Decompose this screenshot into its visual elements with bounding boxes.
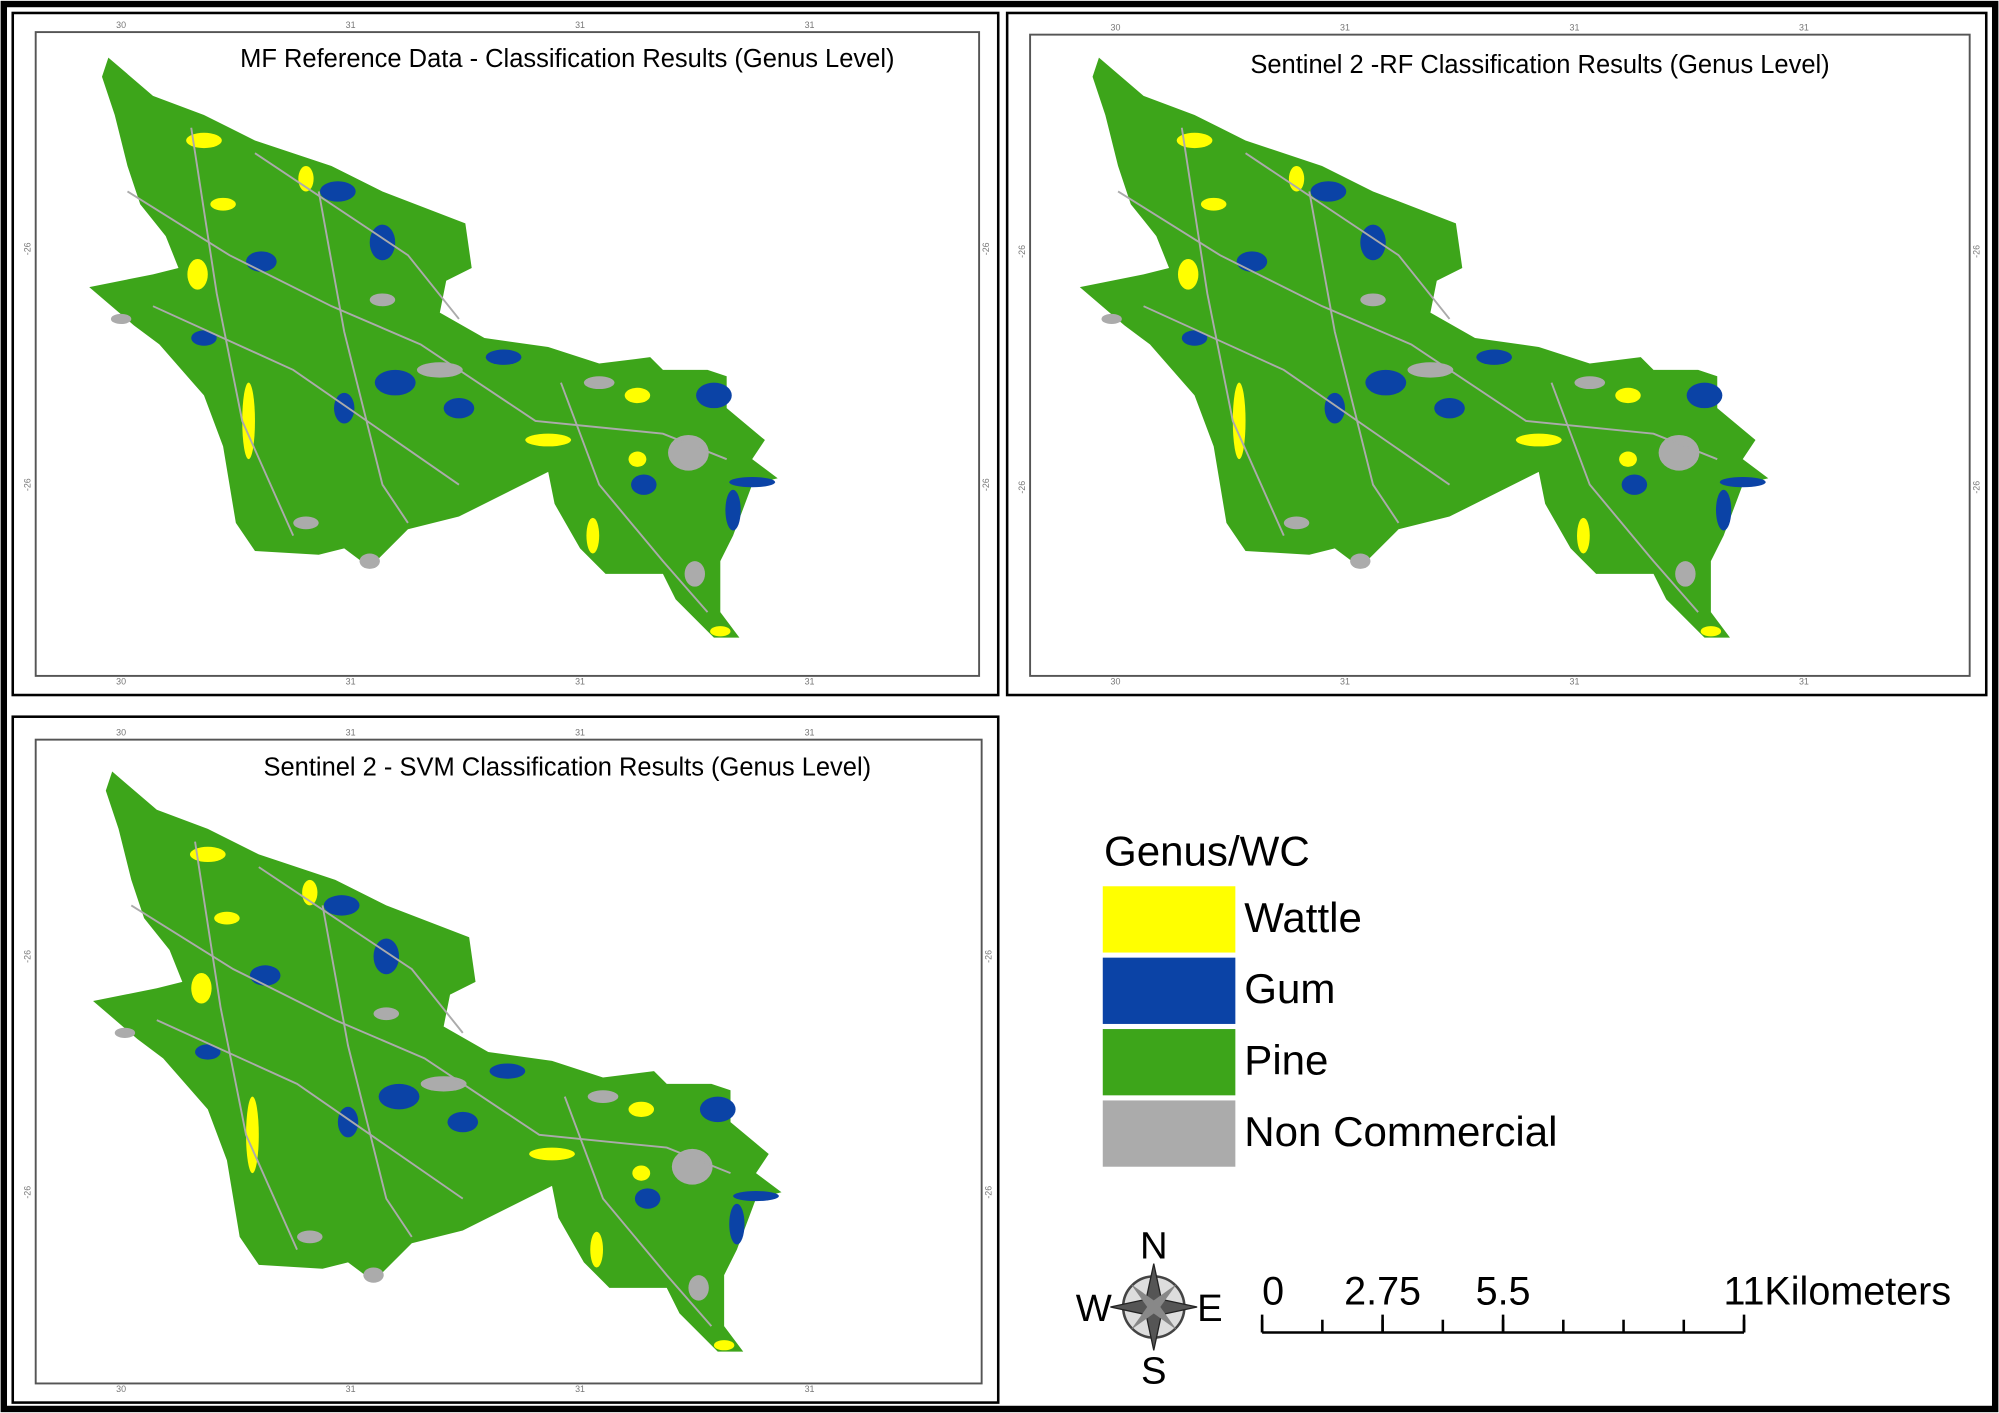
- compass-e: E: [1197, 1287, 1223, 1330]
- frame-label: 31: [575, 1384, 585, 1394]
- frame-label: -26: [22, 1186, 32, 1199]
- frame-label: 31: [1340, 23, 1350, 33]
- frame-label: 30: [116, 20, 126, 30]
- frame-label: -26: [984, 950, 994, 963]
- frame-label: -26: [1972, 245, 1982, 258]
- legend-swatch: [1102, 1100, 1236, 1167]
- map-panel: Sentinel 2 - SVM Classification Results …: [11, 715, 1000, 1404]
- compass-star-minor: [1130, 1284, 1177, 1330]
- frame-label: 31: [805, 728, 815, 738]
- legend-title: Genus/WC: [1104, 827, 1310, 874]
- legend-swatch: [1102, 1029, 1236, 1096]
- compass-n: N: [1140, 1224, 1168, 1267]
- frame-label: 31: [346, 20, 356, 30]
- legend: Genus/WC Wattle Gum Pine Non Commercial: [1102, 827, 1557, 1167]
- legend-label: Gum: [1244, 965, 1335, 1012]
- frame-label: 31: [575, 20, 585, 30]
- frame-label: 30: [116, 728, 126, 738]
- compass-w: W: [1076, 1287, 1112, 1330]
- map-frame: [34, 738, 983, 1385]
- map-frame: [1029, 33, 1971, 677]
- panel-title: MF Reference Data - Classification Resul…: [240, 45, 894, 73]
- legend-swatch: [1102, 886, 1236, 953]
- frame-label: 31: [1340, 677, 1350, 687]
- frame-label: 31: [575, 677, 585, 687]
- scale-label: 5.5: [1476, 1270, 1531, 1314]
- frame-label: 30: [1111, 23, 1121, 33]
- frame-label: -26: [1017, 245, 1027, 258]
- frame-label: 30: [116, 1384, 126, 1394]
- scale-label: 0: [1262, 1270, 1284, 1314]
- map-panel: Sentinel 2 -RF Classification Results (G…: [1005, 11, 1988, 697]
- frame-label: 31: [805, 677, 815, 687]
- legend-label: Pine: [1244, 1037, 1328, 1084]
- map-frame: [34, 31, 981, 677]
- frame-label: 31: [346, 1384, 356, 1394]
- compass-s: S: [1141, 1349, 1167, 1392]
- scale-label: 2.75: [1344, 1270, 1421, 1314]
- frame-label: -26: [981, 242, 991, 255]
- frame-label: 31: [805, 1384, 815, 1394]
- scale-label: 11: [1724, 1270, 1765, 1314]
- frame-label: -26: [1972, 481, 1982, 494]
- frame-label: -26: [1017, 481, 1027, 494]
- panels: MF Reference Data - Classification Resul…: [11, 11, 1988, 1404]
- panel-title: Sentinel 2 -RF Classification Results (G…: [1250, 51, 1829, 79]
- frame-label: 31: [805, 20, 815, 30]
- frame-label: 30: [116, 677, 126, 687]
- legend-label: Non Commercial: [1244, 1108, 1557, 1155]
- panel-title: Sentinel 2 - SVM Classification Results …: [263, 754, 871, 782]
- frame-label: 31: [1570, 23, 1580, 33]
- frame-label: 30: [1111, 677, 1121, 687]
- map-panel: MF Reference Data - Classification Resul…: [11, 11, 1000, 697]
- frame-label: -26: [22, 478, 32, 491]
- frame-label: -26: [22, 950, 32, 963]
- frame-label: 31: [346, 677, 356, 687]
- frame-label: -26: [981, 478, 991, 491]
- scale-bar: 0 2.75 5.5 11 Kilometers: [1260, 1270, 1951, 1334]
- frame-label: 31: [346, 728, 356, 738]
- frame-label: 31: [1799, 23, 1809, 33]
- frame-label: -26: [22, 242, 32, 255]
- frame-label: -26: [984, 1186, 994, 1199]
- frame-label: 31: [575, 728, 585, 738]
- scale-unit: Kilometers: [1764, 1270, 1951, 1314]
- legend-label: Wattle: [1244, 894, 1362, 941]
- frame-label: 31: [1570, 677, 1580, 687]
- north-arrow: N E S W: [1076, 1224, 1223, 1392]
- legend-swatch: [1102, 957, 1236, 1024]
- frame-label: 31: [1799, 677, 1809, 687]
